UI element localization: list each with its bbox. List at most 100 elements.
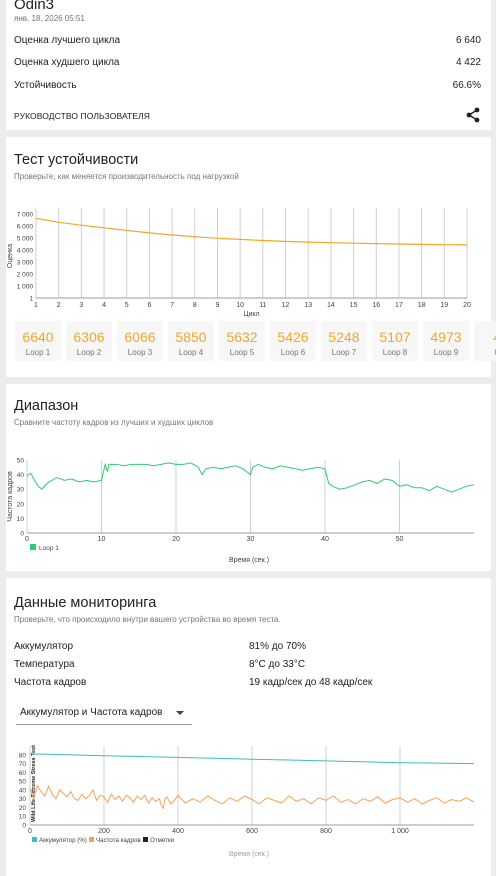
best-loop-value: 6 640 [455,35,481,46]
worst-loop-label: Оценка худшего цикла [14,57,120,68]
x-tick-label: 4 [102,302,106,309]
monitoring-card: Данные мониторинга Проверьте, что происх… [6,578,491,876]
legend-swatch [30,544,36,550]
stability-title: Тест устойчивости [14,152,139,168]
y-tick-label: 20 [17,501,25,508]
x-tick-label: 20 [463,302,471,309]
y-tick-label: 1 [29,296,33,303]
y-tick-label: 20 [19,805,27,812]
x-tick-label: 8 [193,302,197,309]
worst-loop-value: 4 422 [455,57,481,68]
y-axis-label: Частота кадров [7,471,14,522]
y-tick-label: 10 [19,814,27,821]
temperature-label: Температура [14,659,75,670]
x-tick-label: 10 [98,536,106,543]
y-tick-label: 30 [17,487,25,494]
range-card: Диапазон Сравните частоту кадров из лучш… [6,384,491,571]
y-tick-label: 60 [19,770,27,777]
x-tick-label: 12 [282,302,290,309]
y-tick-label: 70 [19,761,27,768]
y-tick-label: 6 000 [17,224,34,231]
x-tick-label: 0 [28,828,32,835]
range-subtitle: Сравните частоту кадров из лучших и худш… [14,418,214,427]
legend-swatch [89,837,94,842]
y-tick-label: 10 [17,516,25,523]
monitoring-subtitle: Проверьте, что происходило внутри вашего… [14,615,281,624]
y-axis-label: Wild Life Extreme Stress Test [31,745,37,822]
x-tick-label: 400 [172,828,184,835]
monitoring-metric-select[interactable]: Аккумулятор и Частота кадров [16,701,192,725]
frame-rate-label: Частота кадров [14,677,87,688]
y-axis-label: Оценка [7,244,14,268]
legend-label: Loop 1 [39,545,59,552]
device-name: Odin3 [14,0,55,13]
y-tick-label: 4 000 [17,248,34,255]
score-line [35,217,468,246]
battery-value: 81% до 70% [249,641,306,652]
x-tick-label: 30 [247,536,255,543]
x-tick-label: 14 [327,302,335,309]
x-tick-label: 2 [57,302,61,309]
y-tick-label: 50 [19,779,27,786]
y-tick-label: 80 [19,752,27,759]
series-line [29,753,475,765]
x-axis-label: Время (сек.) [229,851,269,858]
x-axis-label: Время (сек.) [229,557,269,564]
x-tick-label: 13 [304,302,312,309]
x-tick-label: 0 [25,536,29,543]
x-tick-label: 1 [34,302,38,309]
y-tick-label: 40 [19,787,27,794]
legend-label: Частота кадров [96,837,141,844]
x-tick-label: 19 [440,302,448,309]
y-tick-label: 5 000 [17,236,34,243]
chevron-down-icon [176,711,184,715]
x-tick-label: 5 [125,302,129,309]
y-tick-label: 0 [20,531,24,538]
y-tick-label: 1 000 [17,284,34,291]
y-tick-label: 0 [22,823,26,830]
summary-card: Odin3 янв. 18, 2026 05:51 Оценка лучшего… [6,0,491,130]
y-tick-label: 40 [17,472,25,479]
x-axis-label: Цикл [243,311,259,318]
series-line [29,784,475,810]
x-tick-label: 7 [170,302,174,309]
monitoring-title: Данные мониторинга [14,595,157,611]
y-tick-label: 2 000 [17,272,34,279]
y-tick-label: 3 000 [17,260,34,267]
legend-swatch [32,837,37,842]
legend-swatch [143,837,148,842]
range-title: Диапазон [14,398,79,414]
x-tick-label: 6 [147,302,151,309]
battery-label: Аккумулятор [14,641,74,652]
x-tick-label: 9 [216,302,220,309]
stability-subtitle: Проверьте, как меняется производительнос… [14,172,239,181]
share-icon[interactable] [466,107,480,123]
x-tick-label: 800 [320,828,332,835]
x-tick-label: 50 [396,536,404,543]
loop-1-line [26,462,475,493]
x-tick-label: 17 [395,302,403,309]
monitoring-metric-select-label: Аккумулятор и Частота кадров [20,707,163,718]
best-loop-label: Оценка лучшего цикла [14,35,121,46]
x-tick-label: 600 [246,828,258,835]
y-tick-label: 50 [17,458,25,465]
legend-label: Отметки [150,837,175,844]
x-tick-label: 20 [172,536,180,543]
test-date: янв. 18, 2026 05:51 [14,14,85,23]
x-tick-label: 11 [259,302,266,309]
x-tick-label: 15 [350,302,358,309]
frame-rate-value: 19 кадр/сек до 48 кадр/сек [249,677,373,688]
user-guide-link[interactable]: РУКОВОДСТВО ПОЛЬЗОВАТЕЛЯ [14,111,151,121]
temperature-value: 8°C до 33°C [249,659,306,670]
x-tick-label: 1 000 [391,828,409,835]
x-tick-label: 10 [236,302,244,309]
x-tick-label: 40 [321,536,329,543]
y-tick-label: 7 000 [17,212,34,219]
legend-label: Аккумулятор (%) [39,837,87,844]
stability-value: 66.6% [452,80,481,91]
x-tick-label: 3 [79,302,83,309]
x-tick-label: 200 [98,828,110,835]
